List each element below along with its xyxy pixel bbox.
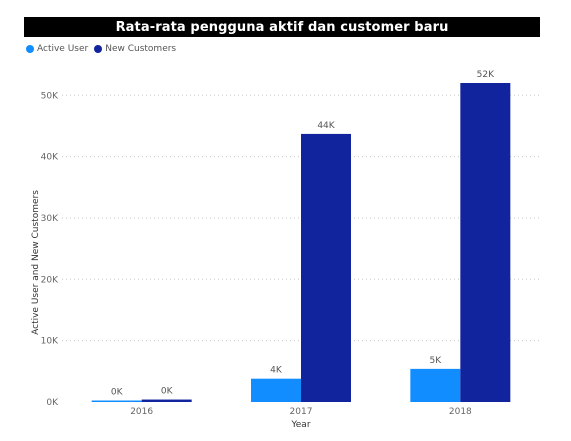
y-tick-label: 10K: [41, 337, 59, 347]
y-axis-ticks: 0K 10K 20K 30K 40K 50K: [41, 91, 59, 408]
data-label: 4K: [270, 366, 283, 376]
bar-active-user-2016[interactable]: [92, 401, 142, 403]
x-axis-ticks: 2016 2017 2018: [130, 407, 472, 417]
y-tick-label: 50K: [41, 91, 59, 101]
bar-new-customers-2016[interactable]: [142, 400, 192, 402]
y-tick-label: 30K: [41, 214, 59, 224]
y-tick-label: 0K: [46, 398, 59, 408]
x-tick-label: 2017: [290, 407, 313, 417]
y-tick-label: 20K: [41, 275, 59, 285]
data-label: 52K: [477, 70, 495, 80]
y-tick-label: 40K: [41, 153, 59, 163]
bar-active-user-2017[interactable]: [251, 379, 301, 402]
bar-new-customers-2018[interactable]: [460, 83, 510, 402]
x-tick-label: 2016: [130, 407, 153, 417]
bar-active-user-2018[interactable]: [410, 369, 460, 402]
y-axis-title: Active User and New Customers: [31, 190, 41, 335]
data-label: 5K: [430, 356, 443, 366]
x-axis-title: Year: [290, 420, 310, 430]
bars: [92, 83, 511, 402]
data-label: 0K: [111, 388, 124, 398]
x-tick-label: 2018: [449, 407, 472, 417]
data-label: 44K: [317, 121, 335, 131]
bar-new-customers-2017[interactable]: [301, 134, 351, 402]
data-label: 0K: [161, 387, 174, 397]
